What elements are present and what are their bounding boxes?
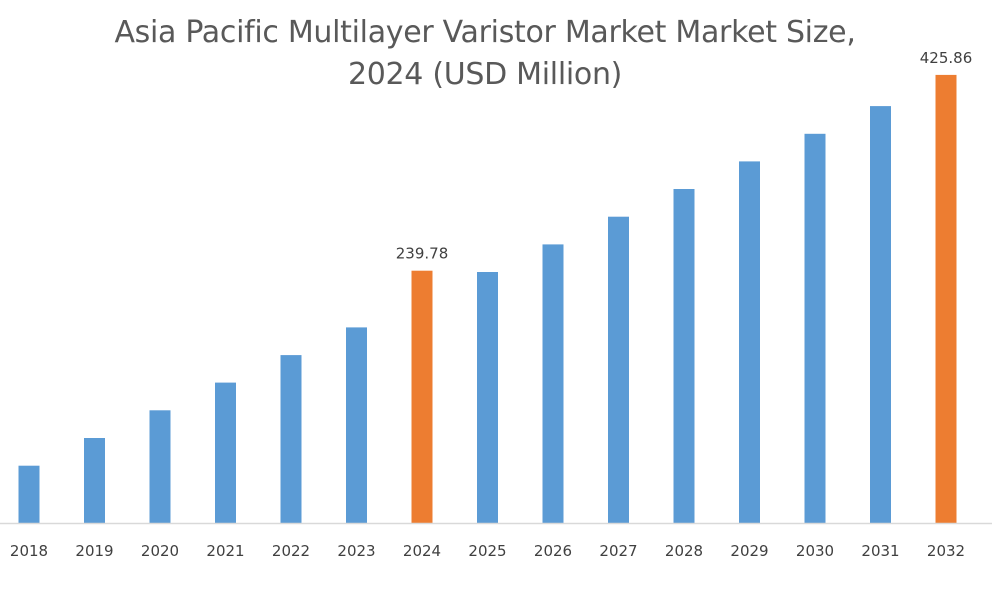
x-tick-label: 2023 bbox=[337, 542, 375, 560]
chart-title: Asia Pacific Multilayer Varistor Market … bbox=[0, 12, 970, 96]
bar-2020 bbox=[149, 410, 171, 523]
x-tick-label: 2024 bbox=[403, 542, 441, 560]
chart-title-line2: 2024 (USD Million) bbox=[347, 57, 623, 92]
x-tick-label: 2032 bbox=[927, 542, 965, 560]
bar-2025 bbox=[477, 272, 498, 523]
bar-2030 bbox=[804, 133, 826, 524]
bar-2031 bbox=[870, 106, 891, 523]
bar-2018 bbox=[18, 465, 40, 523]
data-label-2024: 239.78 bbox=[396, 245, 449, 263]
x-tick-label: 2018 bbox=[10, 542, 48, 560]
bar-2026 bbox=[542, 244, 564, 523]
x-tick-label: 2022 bbox=[272, 542, 310, 560]
x-tick-label: 2026 bbox=[534, 542, 572, 560]
data-label-2032: 425.86 bbox=[920, 49, 973, 67]
x-tick-label: 2027 bbox=[599, 542, 637, 560]
bar-2023 bbox=[346, 327, 367, 523]
x-tick-label: 2020 bbox=[141, 542, 179, 560]
bar-2032 bbox=[935, 74, 957, 524]
bars-group bbox=[18, 74, 957, 524]
x-tick-labels: 2018 2019 2020 2021 2022 2023 2024 2025 2026 2027… bbox=[10, 542, 965, 560]
bar-2019 bbox=[84, 438, 105, 523]
data-labels: 239.78 425.86 bbox=[396, 49, 973, 263]
x-tick-label: 2030 bbox=[796, 542, 834, 560]
bar-2024 bbox=[411, 270, 433, 523]
chart-title-line1: Asia Pacific Multilayer Varistor Market … bbox=[114, 15, 856, 50]
x-tick-label: 2031 bbox=[861, 542, 899, 560]
x-tick-label: 2028 bbox=[665, 542, 703, 560]
bar-2028 bbox=[673, 189, 695, 523]
x-tick-label: 2021 bbox=[206, 542, 244, 560]
x-tick-label: 2029 bbox=[730, 542, 768, 560]
bar-2027 bbox=[608, 216, 629, 523]
bar-2022 bbox=[280, 355, 302, 523]
bar-2021 bbox=[215, 382, 236, 523]
x-tick-label: 2019 bbox=[75, 542, 113, 560]
bar-2029 bbox=[739, 161, 760, 523]
x-tick-label: 2025 bbox=[468, 542, 506, 560]
